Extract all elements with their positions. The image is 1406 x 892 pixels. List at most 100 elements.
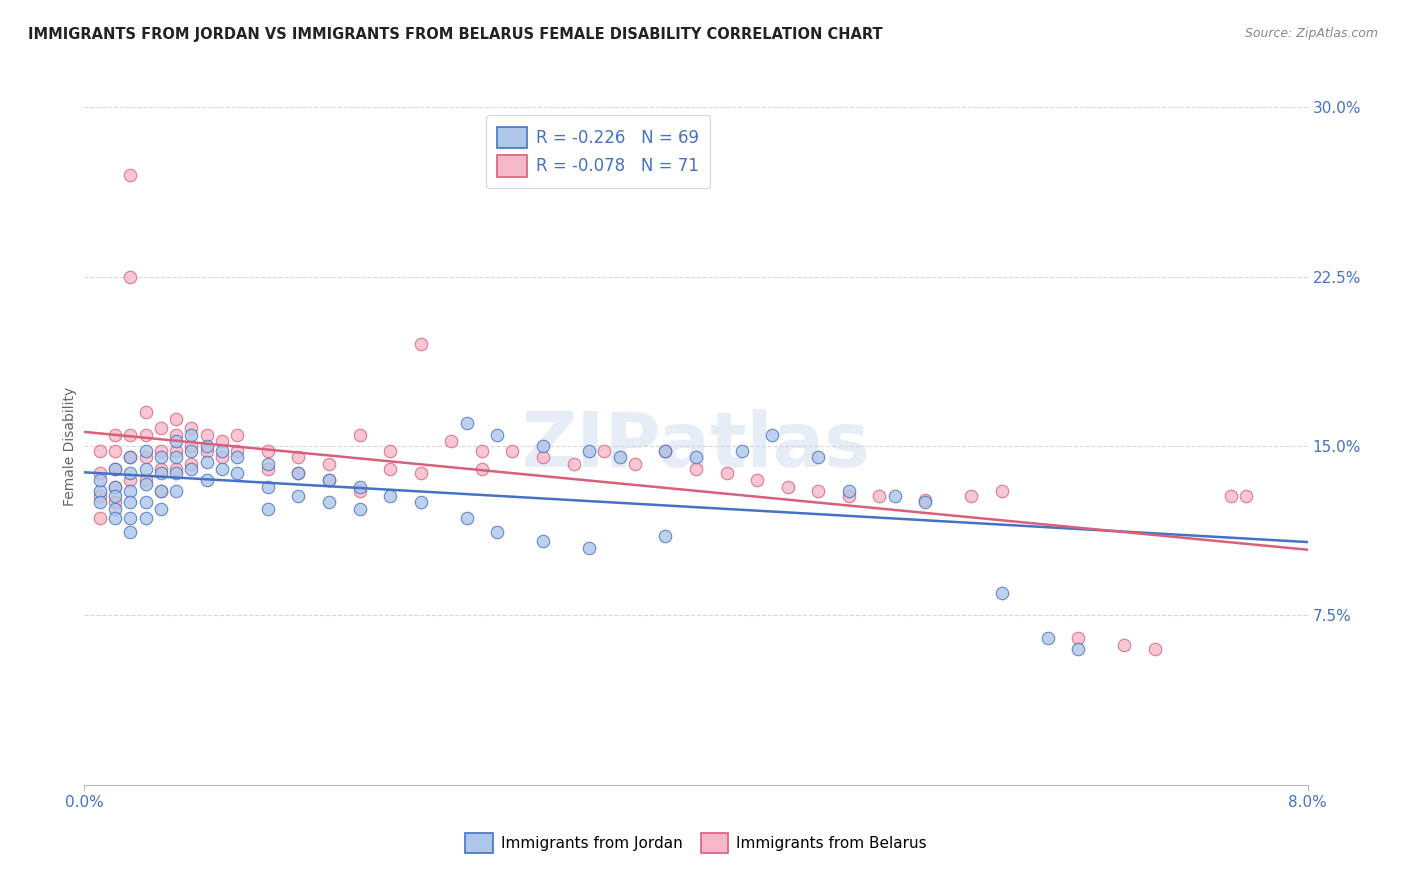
Text: IMMIGRANTS FROM JORDAN VS IMMIGRANTS FROM BELARUS FEMALE DISABILITY CORRELATION : IMMIGRANTS FROM JORDAN VS IMMIGRANTS FRO… [28,27,883,42]
Point [135,511,157,525]
Point [135,427,157,442]
Point [1143,642,1166,657]
Point [104,480,127,494]
Point [578,541,600,555]
Point [409,466,432,480]
Point [195,439,218,453]
Point [211,450,233,465]
Point [89,495,111,509]
Point [180,421,202,435]
Point [531,533,554,548]
Point [501,443,523,458]
Point [257,461,280,475]
Point [456,511,478,525]
Point [211,434,233,449]
Point [1114,638,1136,652]
Point [135,495,157,509]
Point [135,450,157,465]
Point [149,450,172,465]
Point [135,405,157,419]
Point [716,466,738,480]
Point [654,529,676,543]
Point [211,443,233,458]
Point [149,484,172,499]
Point [135,461,157,475]
Point [731,443,754,458]
Point [104,461,127,475]
Point [318,457,340,471]
Point [180,461,202,475]
Point [409,495,432,509]
Point [149,443,172,458]
Point [120,524,142,539]
Point [120,495,142,509]
Point [257,443,280,458]
Point [104,461,127,475]
Point [104,502,127,516]
Point [685,461,707,475]
Point [471,443,494,458]
Point [89,484,111,499]
Point [149,421,172,435]
Point [531,450,554,465]
Point [883,489,905,503]
Point [531,439,554,453]
Point [990,586,1012,600]
Point [89,511,111,525]
Point [1234,489,1257,503]
Point [318,473,340,487]
Point [135,477,157,491]
Point [914,493,936,508]
Point [226,427,249,442]
Point [226,450,249,465]
Point [486,524,509,539]
Point [624,457,647,471]
Point [120,484,142,499]
Point [654,443,676,458]
Point [165,434,187,449]
Point [257,457,280,471]
Point [654,443,676,458]
Point [471,461,494,475]
Point [349,502,371,516]
Point [257,502,280,516]
Point [195,473,218,487]
Point [1220,489,1243,503]
Point [869,489,891,503]
Point [89,473,111,487]
Point [120,427,142,442]
Point [593,443,616,458]
Point [349,484,371,499]
Point [135,443,157,458]
Point [287,466,309,480]
Legend: Immigrants from Jordan, Immigrants from Belarus: Immigrants from Jordan, Immigrants from … [460,827,932,859]
Point [1067,642,1090,657]
Point [120,450,142,465]
Point [104,489,127,503]
Point [180,439,202,453]
Point [120,450,142,465]
Point [165,427,187,442]
Point [226,466,249,480]
Point [195,443,218,458]
Point [120,511,142,525]
Y-axis label: Female Disability: Female Disability [63,386,77,506]
Point [745,473,768,487]
Point [486,427,509,442]
Point [685,450,707,465]
Point [440,434,463,449]
Point [761,427,783,442]
Point [1036,631,1059,645]
Point [287,489,309,503]
Point [838,489,860,503]
Point [120,466,142,480]
Point [456,417,478,431]
Point [318,495,340,509]
Point [165,443,187,458]
Point [104,495,127,509]
Point [104,427,127,442]
Point [914,495,936,509]
Point [89,466,111,480]
Point [318,473,340,487]
Point [135,473,157,487]
